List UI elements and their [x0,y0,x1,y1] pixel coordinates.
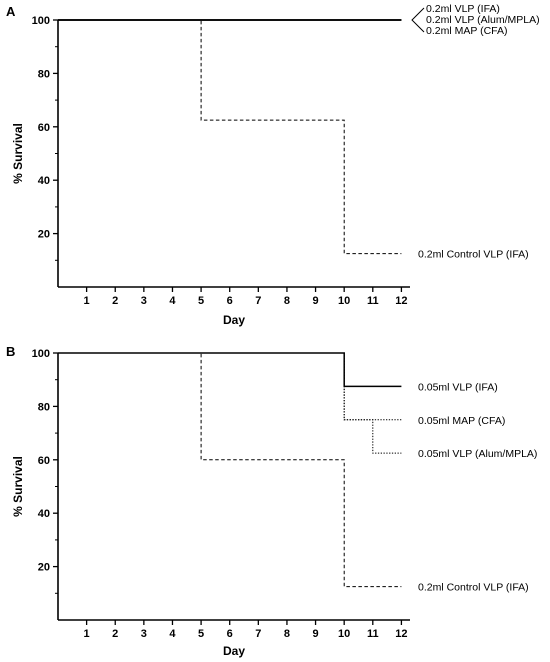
y-tick-label: 20 [38,562,50,574]
x-tick-label: 10 [338,295,350,307]
x-tick-label: 9 [312,295,318,307]
x-tick-label: 11 [367,295,379,307]
legend-label: 0.2ml MAP (CFA) [426,25,508,37]
x-tick-label: 4 [169,628,176,640]
panel-letter: A [6,4,16,19]
x-tick-label: 3 [141,628,147,640]
y-tick-label: 20 [38,229,50,241]
series-line [58,352,402,588]
legend-label: 0.2ml Control VLP (IFA) [418,249,529,261]
y-tick-label: 40 [38,175,50,187]
y-tick-label: 100 [32,15,50,27]
x-tick-label: 6 [227,628,233,640]
y-tick-label: 60 [38,455,50,467]
y-axis-title: % Survival [11,123,25,184]
y-tick-label: 80 [38,401,50,413]
x-tick-label: 3 [141,295,147,307]
series-line [58,352,402,454]
legend-label: 0.2ml VLP (Alum/MPLA) [426,14,540,26]
x-tick-label: 12 [395,295,407,307]
legend-label: 0.05ml MAP (CFA) [418,415,505,427]
series-line [58,352,402,388]
x-tick-label: 1 [84,628,90,640]
x-tick-label: 7 [255,628,261,640]
legend-label: 0.2ml Control VLP (IFA) [418,582,529,594]
x-axis-title: Day [223,644,245,658]
panel-letter: B [6,344,15,359]
x-tick-label: 9 [312,628,318,640]
legend-label: 0.05ml VLP (IFA) [418,381,498,393]
y-tick-label: 80 [38,68,50,80]
x-tick-label: 4 [169,295,176,307]
x-tick-label: 8 [284,628,290,640]
x-tick-label: 10 [338,628,350,640]
x-tick-label: 2 [112,295,118,307]
x-tick-label: 5 [198,628,204,640]
x-tick-label: 8 [284,295,290,307]
x-tick-label: 2 [112,628,118,640]
x-tick-label: 1 [84,295,90,307]
y-tick-label: 60 [38,122,50,134]
x-tick-label: 6 [227,295,233,307]
x-tick-label: 5 [198,295,204,307]
series-line [58,19,402,255]
x-axis-title: Day [223,313,245,327]
legend-label: 0.05ml VLP (Alum/MPLA) [418,448,537,460]
y-tick-label: 100 [32,348,50,360]
y-tick-label: 40 [38,508,50,520]
x-tick-label: 11 [367,628,379,640]
legend-label: 0.2ml VLP (IFA) [426,3,500,15]
x-tick-label: 12 [395,628,407,640]
legend-bracket [411,7,425,33]
y-axis-title: % Survival [11,456,25,517]
x-tick-label: 7 [255,295,261,307]
